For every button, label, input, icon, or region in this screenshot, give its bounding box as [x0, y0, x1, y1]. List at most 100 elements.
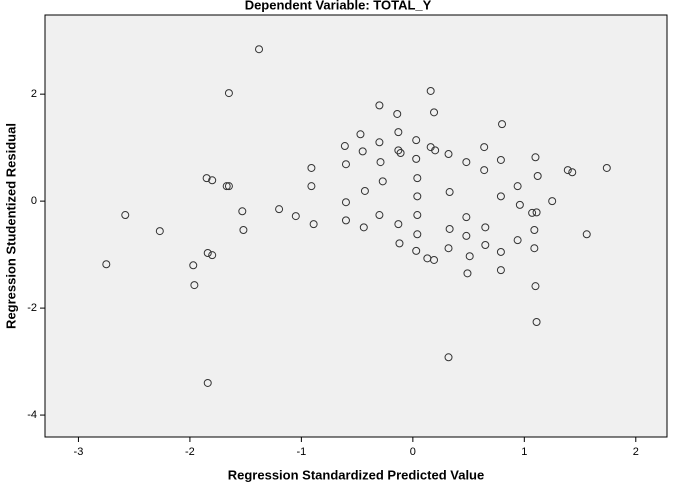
point	[515, 200, 524, 209]
x-tick-label: -1	[296, 446, 306, 458]
point	[307, 182, 316, 191]
point	[481, 223, 490, 232]
point	[203, 378, 212, 387]
point	[530, 226, 539, 235]
point	[155, 227, 164, 236]
chart-title: Dependent Variable: TOTAL_Y	[245, 0, 432, 12]
y-tick-label: -2	[27, 302, 37, 314]
point	[496, 266, 505, 275]
point	[413, 230, 422, 239]
point	[275, 205, 284, 214]
point	[412, 136, 421, 145]
point	[430, 255, 439, 264]
x-tick-label: 1	[521, 446, 527, 458]
point	[513, 236, 522, 245]
plot-area	[44, 14, 668, 438]
point	[426, 86, 435, 95]
point	[396, 148, 405, 157]
y-tick-label: 0	[31, 195, 37, 207]
point	[444, 353, 453, 362]
point	[532, 208, 541, 217]
point	[533, 171, 542, 180]
point	[394, 146, 403, 155]
point	[413, 211, 422, 220]
x-axis-label: Regression Standardized Predicted Value	[228, 467, 484, 482]
x-tick-label: -2	[185, 446, 195, 458]
point	[531, 282, 540, 291]
point	[309, 220, 318, 229]
point	[224, 89, 233, 98]
point	[375, 101, 384, 110]
point	[341, 160, 350, 169]
y-tick-label: 2	[31, 88, 37, 100]
point	[513, 182, 522, 191]
x-tick-label: -3	[74, 446, 84, 458]
point	[582, 230, 591, 239]
point	[376, 158, 385, 167]
point	[568, 168, 577, 177]
point	[528, 208, 537, 217]
point	[531, 153, 540, 162]
point	[412, 246, 421, 255]
point	[393, 109, 402, 118]
point	[341, 198, 350, 207]
y-axis-label: Regression Studentized Residual	[3, 123, 18, 329]
x-tick-label: 2	[633, 446, 639, 458]
point	[480, 143, 489, 152]
point	[496, 247, 505, 256]
point	[413, 192, 422, 201]
point	[224, 182, 233, 191]
point	[413, 174, 422, 183]
x-tick-label: 0	[410, 446, 416, 458]
point	[378, 177, 387, 186]
point	[359, 223, 368, 232]
point	[532, 318, 541, 327]
point	[462, 158, 471, 167]
point	[208, 251, 217, 260]
point	[445, 188, 454, 197]
point	[189, 261, 198, 270]
point	[496, 192, 505, 201]
point	[465, 252, 474, 261]
point	[463, 269, 472, 278]
point	[395, 239, 404, 248]
point	[394, 220, 403, 229]
point	[238, 207, 247, 216]
point	[375, 138, 384, 147]
point	[481, 240, 490, 249]
point	[375, 211, 384, 220]
point	[496, 155, 505, 164]
point	[291, 212, 300, 221]
point	[341, 216, 350, 225]
point	[208, 176, 217, 185]
point	[340, 142, 349, 151]
point	[431, 146, 440, 155]
point	[445, 224, 454, 233]
point	[602, 163, 611, 172]
point	[356, 130, 365, 139]
point	[222, 182, 231, 191]
point	[462, 231, 471, 240]
point	[394, 128, 403, 137]
point	[102, 260, 111, 269]
point	[239, 226, 248, 235]
point	[498, 120, 507, 129]
point	[190, 281, 199, 290]
point	[203, 249, 212, 258]
point	[307, 163, 316, 172]
point	[412, 154, 421, 163]
point	[548, 197, 557, 206]
point	[444, 244, 453, 253]
point	[121, 211, 130, 220]
point	[202, 174, 211, 183]
point	[255, 45, 264, 54]
point	[444, 150, 453, 159]
y-tick-label: -4	[27, 409, 37, 421]
point	[462, 213, 471, 222]
point	[480, 166, 489, 175]
point	[358, 147, 367, 156]
point	[530, 244, 539, 253]
point	[430, 108, 439, 117]
point	[360, 186, 369, 195]
